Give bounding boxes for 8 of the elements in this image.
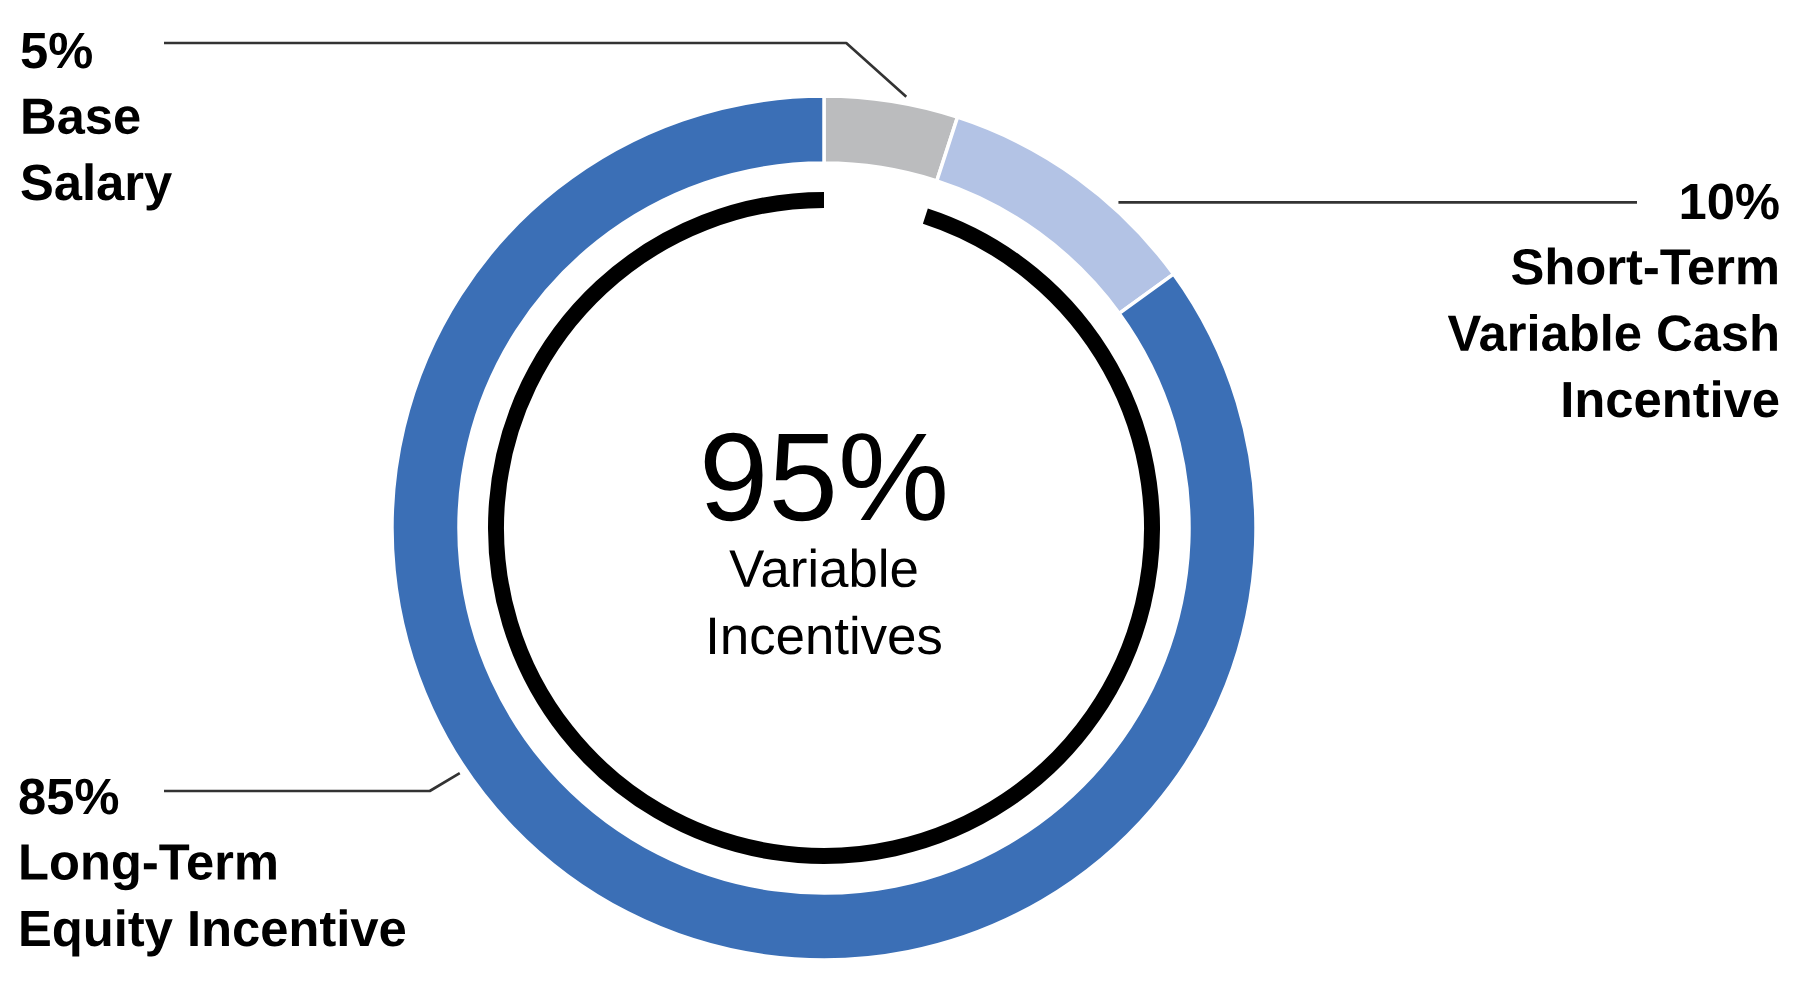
slice-label: Base Salary (21, 98, 172, 211)
data-label: 5% (21, 32, 92, 69)
text: 95% (704, 432, 945, 522)
slice-label: Short-Term Variable Cash Incentive (1447, 247, 1779, 418)
text: Variable Incentives (710, 548, 941, 655)
data-label: 85% (19, 778, 119, 815)
data-label: 10% (1681, 183, 1779, 220)
slice-label: Long-Term Equity Incentive (21, 844, 406, 957)
